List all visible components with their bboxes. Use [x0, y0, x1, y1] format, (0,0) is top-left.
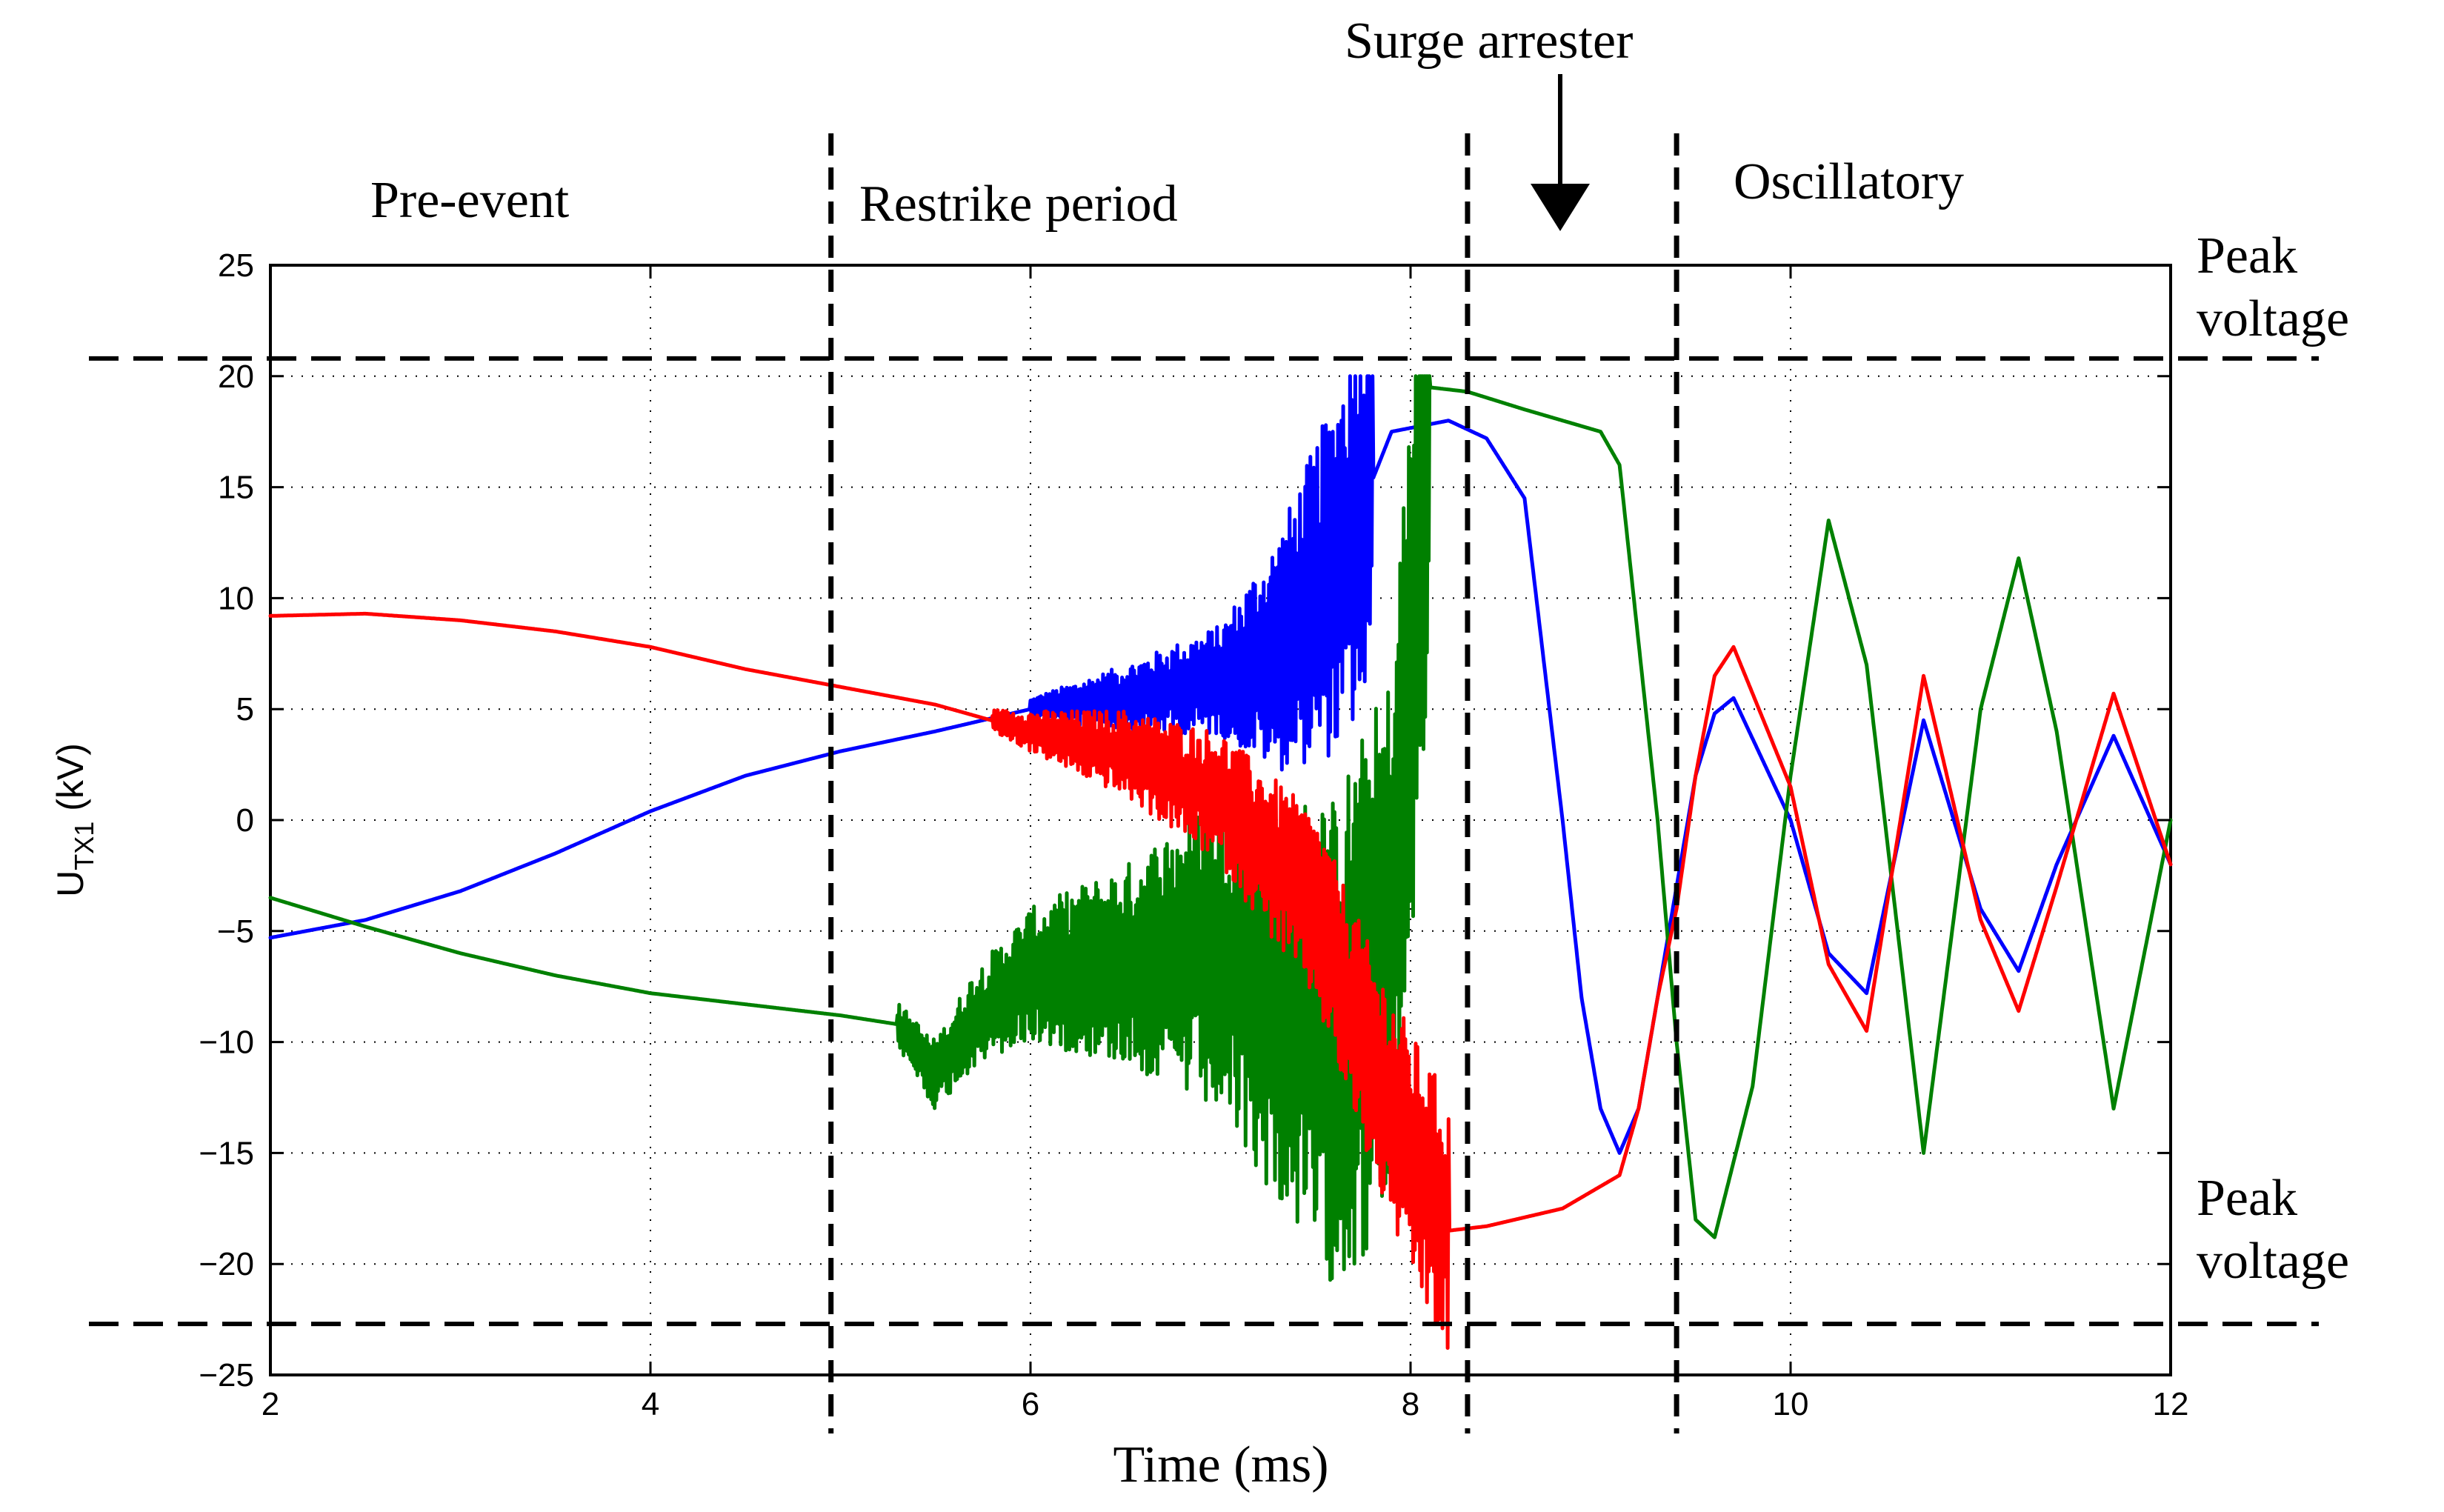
y-axis-label: UTX1 (kV)	[50, 743, 99, 897]
x-tick-label: 10	[1773, 1386, 1809, 1422]
y-axis-label-sub: TX1	[69, 822, 99, 870]
y-tick-label: 20	[218, 359, 254, 395]
region-dividers	[828, 133, 1679, 1433]
y-tick-label: −5	[217, 913, 254, 950]
y-tick-label: −15	[199, 1135, 254, 1171]
y-axis-label-unit: (kV)	[50, 743, 91, 822]
y-axis-label-main: U	[50, 870, 91, 897]
peak-voltage-bottom-line1: Peak	[2197, 1170, 2297, 1227]
series-line-red-phase	[268, 611, 2173, 1351]
peak-voltage-top-line1: Peak	[2197, 227, 2297, 284]
x-tick-label: 2	[262, 1386, 279, 1422]
x-tick-label: 6	[1022, 1386, 1039, 1422]
peak-voltage-bottom-line2: voltage	[2197, 1233, 2349, 1290]
y-tick-label: 15	[218, 470, 254, 506]
y-tick-label: 0	[236, 802, 254, 839]
region-label-oscillatory: Oscillatory	[1734, 153, 1964, 210]
x-axis-label: Time (ms)	[1113, 1436, 1328, 1493]
x-tick-label: 4	[642, 1386, 659, 1422]
svg-text:UTX1 (kV): UTX1 (kV)	[50, 743, 99, 897]
x-axis-ticks: 2 4 6 8 10 12	[262, 265, 2189, 1422]
y-tick-label: 5	[236, 691, 254, 727]
surge-arrester-arrow-icon	[1531, 74, 1590, 231]
series-line-blue-phase	[268, 374, 2173, 1155]
region-label-restrike-period: Restrike period	[859, 176, 1178, 233]
y-axis-ticks: −25 −20 −15 −10 −5 0 5 10 15 20 25	[199, 247, 2171, 1393]
x-tick-label: 8	[1402, 1386, 1419, 1422]
y-tick-label: −25	[199, 1357, 254, 1393]
y-tick-label: −20	[199, 1246, 254, 1282]
y-tick-label: 25	[218, 247, 254, 284]
region-label-pre-event: Pre-event	[370, 172, 570, 229]
x-tick-label: 12	[2153, 1386, 2189, 1422]
series-layer	[268, 374, 2173, 1351]
peak-voltage-top-line2: voltage	[2197, 290, 2349, 347]
y-tick-label: −10	[199, 1025, 254, 1061]
y-tick-label: 10	[218, 580, 254, 616]
peak-voltage-lines	[89, 356, 2319, 1327]
surge-arrester-label: Surge arrester	[1345, 13, 1633, 70]
